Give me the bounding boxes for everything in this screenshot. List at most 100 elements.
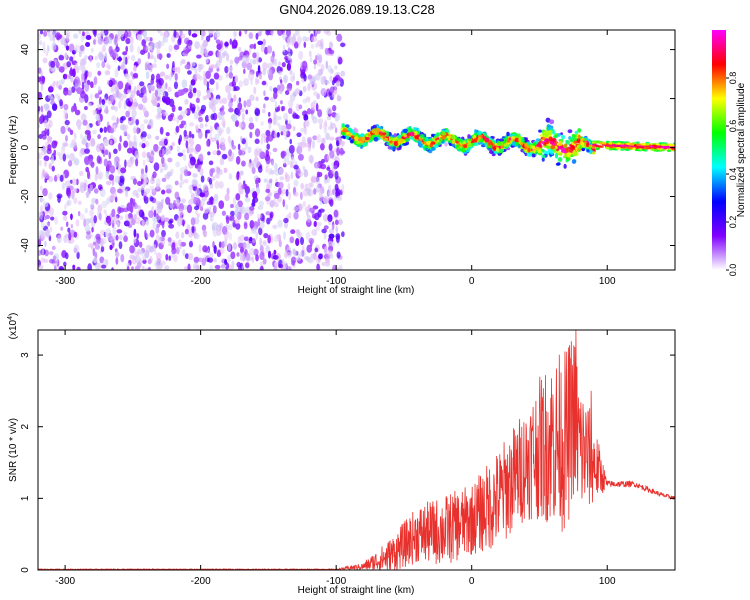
spectrogram-noise-cell: [150, 42, 155, 51]
spectrogram-signal-cell: [565, 139, 571, 145]
spectrogram-noise-cell: [74, 141, 78, 150]
spectrogram-signal-cell: [417, 140, 422, 146]
spectrogram-noise-cell: [311, 36, 317, 43]
spectrogram-noise-cell: [95, 166, 99, 175]
spectrogram-noise-cell: [51, 103, 58, 111]
spectrogram-noise-cell: [131, 103, 137, 111]
spectrogram-noise-cell: [333, 88, 338, 95]
spectrogram-noise-cell: [239, 252, 244, 261]
spectrogram-signal-cell: [499, 145, 505, 149]
spectrogram-noise-cell: [163, 138, 168, 146]
spectrogram-noise-cell: [214, 63, 218, 69]
spectrogram-noise-cell: [191, 106, 196, 114]
spectrogram-noise-cell: [160, 214, 165, 222]
spectrogram-noise-cell: [107, 37, 113, 44]
spectrogram-noise-cell: [296, 145, 303, 155]
spectrogram-noise-cell: [284, 154, 290, 163]
spectrogram-noise-cell: [249, 43, 255, 49]
spectrogram-noise-cell: [278, 234, 281, 243]
spectrogram-noise-cell: [116, 229, 123, 234]
spectrogram-noise-cell: [39, 211, 43, 220]
spectrogram-noise-cell: [317, 68, 323, 76]
spectrogram-noise-cell: [124, 188, 129, 198]
spectrogram-noise-cell: [249, 220, 255, 229]
spectrogram-noise-cell: [235, 155, 241, 165]
spectrogram-noise-cell: [322, 214, 329, 222]
spectrogram-noise-cell: [228, 100, 233, 109]
spectrogram-signal-cell: [483, 132, 487, 137]
spectrogram-noise-cell: [307, 97, 311, 104]
spectrogram-noise-cell: [312, 135, 318, 141]
spectrogram-noise-cell: [238, 30, 242, 37]
spectrogram-noise-cell: [239, 234, 246, 242]
spectrogram-noise-cell: [128, 120, 132, 125]
spectrogram-signal-cell: [588, 145, 592, 151]
spectrogram-noise-cell: [190, 79, 196, 86]
spectrogram-noise-cell: [140, 123, 145, 132]
spectrogram-noise-cell: [74, 76, 81, 86]
spectrogram-noise-cell: [268, 178, 273, 184]
spectrogram-noise-cell: [233, 31, 237, 38]
spectrogram-noise-cell: [87, 71, 93, 78]
spectrogram-noise-cell: [70, 74, 74, 83]
spectrogram-noise-cell: [123, 55, 126, 65]
spectrogram-noise-cell: [42, 57, 48, 64]
spectrogram-tail-cell: [591, 145, 596, 148]
spectrogram-noise-cell: [282, 199, 286, 208]
spectrogram-noise-cell: [219, 137, 226, 145]
spectrogram-signal-cell: [552, 135, 558, 139]
spectrogram-noise-cell: [71, 190, 75, 199]
spectrogram-noise-cell: [203, 229, 207, 238]
spectrogram-noise-cell: [200, 104, 207, 112]
spectrogram-tail-cell: [656, 145, 661, 148]
spectrogram-noise-cell: [337, 95, 342, 102]
spectrogram-noise-cell: [75, 219, 80, 227]
spectrogram-noise-cell: [112, 48, 117, 58]
spectrogram-signal-cell: [462, 140, 466, 145]
spectrogram-noise-cell: [326, 115, 332, 121]
spectrogram-noise-cell: [227, 223, 233, 231]
spectrogram-noise-cell: [303, 126, 308, 135]
spectrogram-noise-cell: [104, 52, 108, 61]
spectrogram-noise-cell: [168, 44, 173, 53]
spectrogram-noise-cell: [76, 266, 81, 270]
spectrogram-noise-cell: [196, 54, 202, 59]
spectrogram-signal-cell: [353, 128, 359, 134]
spectrogram-noise-cell: [80, 113, 87, 121]
spectrogram-noise-cell: [167, 241, 172, 247]
spectrogram-noise-cell: [195, 124, 199, 132]
spectrogram-noise-cell: [60, 36, 66, 46]
spectrogram-noise-cell: [101, 45, 106, 53]
spectrogram-noise-cell: [90, 47, 94, 53]
spectrogram-noise-cell: [111, 267, 114, 270]
spectrogram-noise-cell: [252, 58, 257, 65]
spectrogram-signal-cell: [572, 151, 578, 157]
spectrogram-noise-cell: [188, 198, 195, 205]
spectrogram-noise-cell: [174, 241, 179, 250]
spectrogram-noise-cell: [174, 72, 178, 81]
spectrogram-signal-cell: [430, 146, 436, 151]
spectrogram-noise-cell: [64, 233, 70, 239]
spectrogram-noise-cell: [300, 127, 306, 133]
spectrogram-noise-cell: [195, 73, 201, 80]
spectrogram-tail-cell: [595, 141, 600, 144]
spectrogram-noise-cell: [138, 209, 144, 218]
spectrogram-noise-cell: [231, 139, 234, 147]
spectrogram-noise-cell: [341, 231, 345, 238]
spectrogram-noise-cell: [86, 191, 89, 199]
spectrogram-tail-cell: [611, 144, 616, 147]
spectrogram-noise-cell: [252, 191, 258, 199]
spectrogram-noise-cell: [84, 207, 88, 214]
spectrogram-noise-cell: [78, 50, 82, 58]
spectrogram-noise-cell: [41, 247, 44, 257]
spectrogram-noise-cell: [234, 120, 240, 128]
spectrogram-noise-cell: [298, 50, 304, 60]
snr-marks: [38, 330, 675, 570]
spectrogram-noise-cell: [137, 45, 141, 55]
spectrogram-noise-cell: [231, 39, 238, 49]
spectrogram-noise-cell: [253, 43, 257, 50]
spectrogram-noise-cell: [265, 211, 271, 216]
spectrogram-noise-cell: [313, 161, 320, 169]
spectrogram-noise-cell: [87, 218, 92, 224]
spectrogram-tail-cell: [645, 146, 650, 150]
